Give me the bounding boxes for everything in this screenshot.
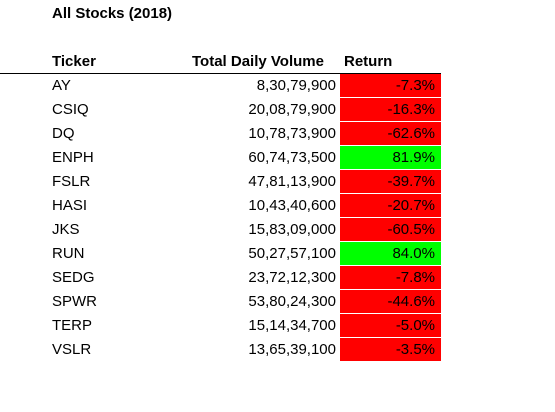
ticker-cell[interactable]: VSLR xyxy=(52,341,92,358)
volume-cell[interactable]: 15,83,09,000 xyxy=(248,221,336,238)
volume-cell[interactable]: 10,43,40,600 xyxy=(248,197,336,214)
return-cell[interactable]: -39.7% xyxy=(340,170,441,194)
stock-table: AY 8,30,79,900 -7.3% CSIQ 20,08,79,900 -… xyxy=(0,74,555,362)
header-row: Ticker Total Daily Volume Return xyxy=(0,52,555,72)
return-cell[interactable]: -7.3% xyxy=(340,74,441,98)
table-row: TERP 15,14,34,700 -5.0% xyxy=(0,314,555,338)
table-row: DQ 10,78,73,900 -62.6% xyxy=(0,122,555,146)
header-return[interactable]: Return xyxy=(344,53,393,70)
ticker-cell[interactable]: HASI xyxy=(52,197,88,214)
return-cell[interactable]: -62.6% xyxy=(340,122,441,146)
sheet-title: All Stocks (2018) xyxy=(52,5,173,22)
volume-cell[interactable]: 8,30,79,900 xyxy=(256,77,336,94)
volume-cell[interactable]: 53,80,24,300 xyxy=(248,293,336,310)
return-cell[interactable]: -3.5% xyxy=(340,338,441,362)
table-row: JKS 15,83,09,000 -60.5% xyxy=(0,218,555,242)
return-cell[interactable]: -44.6% xyxy=(340,290,441,314)
table-row: AY 8,30,79,900 -7.3% xyxy=(0,74,555,98)
table-row: CSIQ 20,08,79,900 -16.3% xyxy=(0,98,555,122)
ticker-cell[interactable]: AY xyxy=(52,77,71,94)
volume-cell[interactable]: 10,78,73,900 xyxy=(248,125,336,142)
ticker-cell[interactable]: SEDG xyxy=(52,269,95,286)
return-cell[interactable]: -20.7% xyxy=(340,194,441,218)
table-row: SEDG 23,72,12,300 -7.8% xyxy=(0,266,555,290)
return-cell[interactable]: -60.5% xyxy=(340,218,441,242)
ticker-cell[interactable]: CSIQ xyxy=(52,101,89,118)
ticker-cell[interactable]: FSLR xyxy=(52,173,91,190)
ticker-cell[interactable]: RUN xyxy=(52,245,85,262)
table-row: SPWR 53,80,24,300 -44.6% xyxy=(0,290,555,314)
table-row: ENPH 60,74,73,500 81.9% xyxy=(0,146,555,170)
header-total-daily-volume[interactable]: Total Daily Volume xyxy=(192,53,324,70)
header-ticker[interactable]: Ticker xyxy=(52,53,96,70)
volume-cell[interactable]: 15,14,34,700 xyxy=(248,317,336,334)
volume-cell[interactable]: 47,81,13,900 xyxy=(248,173,336,190)
table-row: RUN 50,27,57,100 84.0% xyxy=(0,242,555,266)
volume-cell[interactable]: 50,27,57,100 xyxy=(248,245,336,262)
volume-cell[interactable]: 23,72,12,300 xyxy=(248,269,336,286)
return-cell[interactable]: 81.9% xyxy=(340,146,441,170)
ticker-cell[interactable]: JKS xyxy=(52,221,80,238)
table-row: VSLR 13,65,39,100 -3.5% xyxy=(0,338,555,362)
volume-cell[interactable]: 20,08,79,900 xyxy=(248,101,336,118)
volume-cell[interactable]: 60,74,73,500 xyxy=(248,149,336,166)
return-cell[interactable]: -7.8% xyxy=(340,266,441,290)
volume-cell[interactable]: 13,65,39,100 xyxy=(248,341,336,358)
ticker-cell[interactable]: TERP xyxy=(52,317,93,334)
return-cell[interactable]: -5.0% xyxy=(340,314,441,338)
table-row: FSLR 47,81,13,900 -39.7% xyxy=(0,170,555,194)
return-cell[interactable]: -16.3% xyxy=(340,98,441,122)
ticker-cell[interactable]: DQ xyxy=(52,125,75,142)
table-row: HASI 10,43,40,600 -20.7% xyxy=(0,194,555,218)
return-cell[interactable]: 84.0% xyxy=(340,242,441,266)
ticker-cell[interactable]: SPWR xyxy=(52,293,97,310)
header-border xyxy=(0,73,441,74)
ticker-cell[interactable]: ENPH xyxy=(52,149,94,166)
